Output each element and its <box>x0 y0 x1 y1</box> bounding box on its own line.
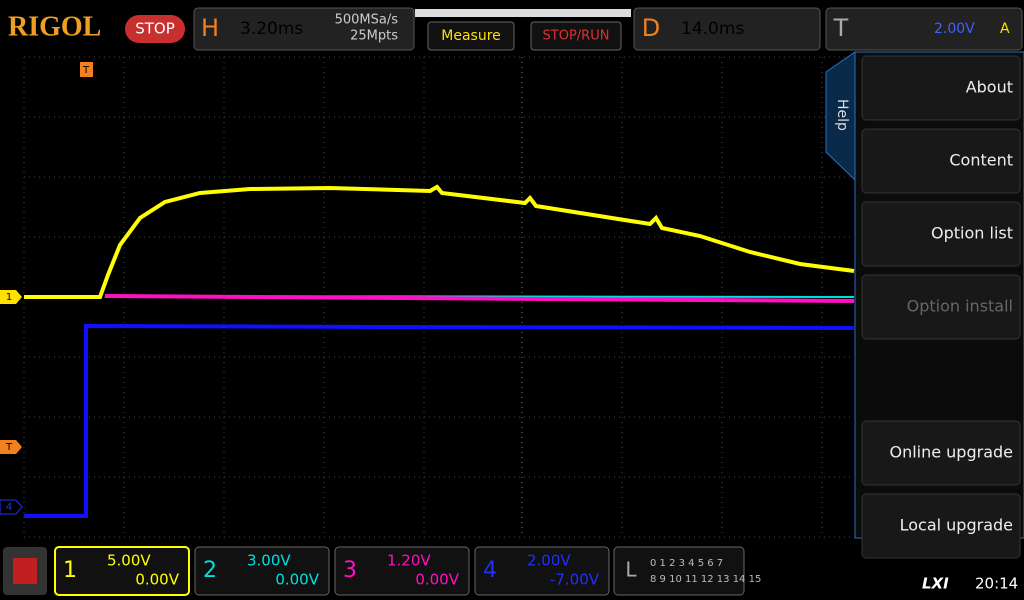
memory-bar <box>415 9 631 17</box>
trigger-level: 2.00V <box>934 21 975 37</box>
ch1-marker-text: 1 <box>6 292 12 303</box>
graticule <box>23 56 854 538</box>
channel-panel[interactable] <box>474 546 610 596</box>
menu-item: Online upgrade <box>889 443 1013 462</box>
trigger-top-marker <box>80 62 93 77</box>
trigger-left-text: T <box>5 442 13 453</box>
logic-label: L <box>625 558 637 582</box>
d-panel[interactable] <box>633 7 821 51</box>
clock: 20:14 <box>975 575 1018 593</box>
channel-panel[interactable] <box>334 546 470 596</box>
channel-scale: 2.00V <box>527 552 571 570</box>
trigger-mode: A <box>1000 21 1010 37</box>
logic-row1: 0 1 2 3 4 5 6 7 <box>650 558 723 569</box>
run-state: STOP <box>135 20 175 38</box>
trigger-left-marker <box>0 440 22 454</box>
menu-item: Option list <box>931 224 1013 243</box>
stop-run-label: STOP/RUN <box>543 29 610 44</box>
menu-item: Content <box>949 151 1013 170</box>
menu-item: Option install <box>907 297 1013 316</box>
h-label: H <box>201 14 219 42</box>
t-panel[interactable] <box>825 7 1023 51</box>
ch1-trace <box>24 184 855 299</box>
channel-number: 1 <box>63 558 77 583</box>
menu-item: Local upgrade <box>900 516 1013 535</box>
memory-depth: 25Mpts <box>350 29 398 44</box>
logic-row2: 8 9 10 11 12 13 14 15 <box>650 574 761 585</box>
channel-number: 4 <box>483 558 497 583</box>
help-label: Help <box>834 99 850 131</box>
logic-panel[interactable] <box>613 546 745 596</box>
channel-offset: 0.00V <box>275 571 319 589</box>
menu-button[interactable] <box>861 55 1021 121</box>
stop-run-button[interactable] <box>530 21 622 51</box>
menu-item: About <box>966 78 1013 97</box>
menu-button[interactable] <box>861 128 1021 194</box>
d-label: D <box>642 14 660 42</box>
ch4-marker <box>0 499 23 515</box>
ch3-trace <box>104 294 855 303</box>
menu-button[interactable] <box>861 274 1021 340</box>
t-label: T <box>833 14 849 42</box>
menu: About Content Option list Option install Onl… <box>861 55 1021 559</box>
brand: RIGOL <box>8 11 101 42</box>
channel-scale: 1.20V <box>387 552 431 570</box>
lxi-label: LXI <box>922 575 949 593</box>
menu-button[interactable] <box>861 201 1021 267</box>
channel-panel[interactable] <box>194 546 330 596</box>
menu-button[interactable] <box>861 493 1021 559</box>
ch4-marker-text: 4 <box>6 502 12 513</box>
sample-rate: 500MSa/s <box>335 13 399 28</box>
channel-panel[interactable] <box>54 546 190 596</box>
channel-offset: -7.00V <box>550 571 600 589</box>
channel-offset: 0.00V <box>415 571 459 589</box>
channel-scale: 5.00V <box>107 552 151 570</box>
measure-label: Measure <box>441 28 501 44</box>
measure-button[interactable] <box>427 21 515 51</box>
ch4-trace <box>24 323 855 518</box>
start-icon <box>13 558 37 584</box>
channel-offset: 0.00V <box>135 571 179 589</box>
delay: 14.0ms <box>681 19 744 39</box>
channel-number: 3 <box>343 558 357 583</box>
channel-scale: 3.00V <box>247 552 291 570</box>
channel-number: 2 <box>203 558 217 583</box>
h-scale: 3.20ms <box>240 19 303 39</box>
menu-button[interactable] <box>861 420 1021 486</box>
trigger-top-text: T <box>82 65 90 76</box>
h-panel[interactable] <box>193 7 415 51</box>
ch1-marker <box>0 290 22 304</box>
run-state-badge[interactable] <box>125 15 185 43</box>
